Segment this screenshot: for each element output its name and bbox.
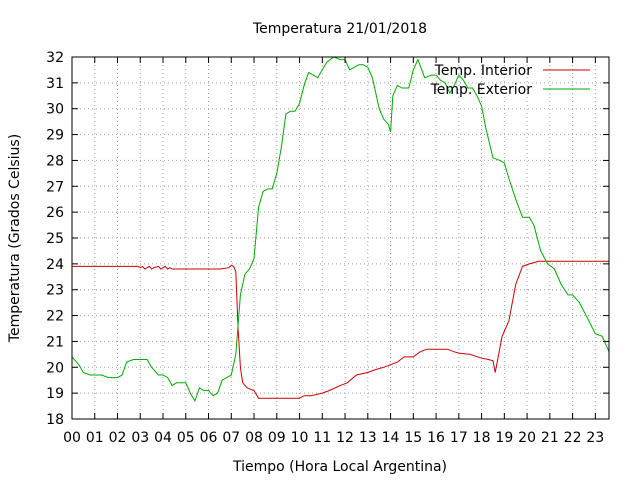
y-axis-title: Temperatura (Grados Celsius) (7, 134, 23, 343)
x-tick-label: 07 (222, 430, 240, 446)
x-tick-label: 00 (63, 430, 81, 446)
grid-lines (72, 57, 609, 419)
legend-label-exterior: Temp. Exterior (430, 82, 533, 98)
x-tick-label: 06 (200, 430, 218, 446)
series-line-exterior (71, 56, 610, 403)
x-tick-label: 01 (86, 430, 104, 446)
y-tick-label: 21 (46, 334, 64, 350)
legend: Temp. Interior Temp. Exterior (430, 63, 590, 98)
x-tick-label: 02 (109, 430, 127, 446)
chart-title: Temperatura 21/01/2018 (252, 21, 427, 37)
series-lines (71, 56, 610, 403)
x-tick-label: 11 (313, 430, 331, 446)
legend-label-interior: Temp. Interior (434, 63, 533, 79)
y-tick-label: 22 (46, 309, 64, 325)
y-tick-label: 20 (46, 360, 64, 376)
x-tick-label: 16 (427, 430, 445, 446)
y-tick-label: 29 (46, 128, 64, 144)
x-tick-label: 23 (586, 430, 604, 446)
x-tick-label: 10 (291, 430, 309, 446)
x-tick-label: 04 (154, 430, 172, 446)
y-tick-label: 19 (46, 386, 64, 402)
x-tick-label: 05 (177, 430, 195, 446)
x-tick-label: 21 (541, 430, 559, 446)
x-tick-label: 17 (450, 430, 468, 446)
y-tick-label: 24 (46, 257, 64, 273)
y-tick-label: 27 (46, 179, 64, 195)
x-tick-label: 13 (359, 430, 377, 446)
y-tick-labels: 18 19 20 21 22 23 24 25 26 27 28 29 30 31 32 (46, 50, 64, 428)
x-tick-label: 12 (336, 430, 354, 446)
x-tick-label: 14 (382, 430, 400, 446)
y-tick-label: 31 (46, 76, 64, 92)
x-tick-labels: 00 01 02 03 04 05 06 07 08 09 10 11 12 13 14 15 16 17 18 19… (63, 430, 604, 446)
x-tick-label: 03 (131, 430, 149, 446)
x-tick-label: 18 (473, 430, 491, 446)
x-tick-label: 19 (495, 430, 513, 446)
x-tick-label: 22 (564, 430, 582, 446)
x-tick-label: 09 (268, 430, 286, 446)
y-tick-label: 30 (46, 102, 64, 118)
y-tick-label: 23 (46, 283, 64, 299)
x-tick-label: 08 (245, 430, 263, 446)
x-tick-label: 20 (518, 430, 536, 446)
y-tick-label: 26 (46, 205, 64, 221)
axis-ticks (71, 56, 609, 420)
y-tick-label: 28 (46, 153, 64, 169)
series-line-interior (72, 260, 609, 399)
y-tick-label: 32 (46, 50, 64, 66)
y-tick-label: 25 (46, 231, 64, 247)
y-tick-label: 18 (46, 412, 64, 428)
x-tick-label: 15 (404, 430, 422, 446)
x-axis-title: Tiempo (Hora Local Argentina) (232, 459, 447, 475)
